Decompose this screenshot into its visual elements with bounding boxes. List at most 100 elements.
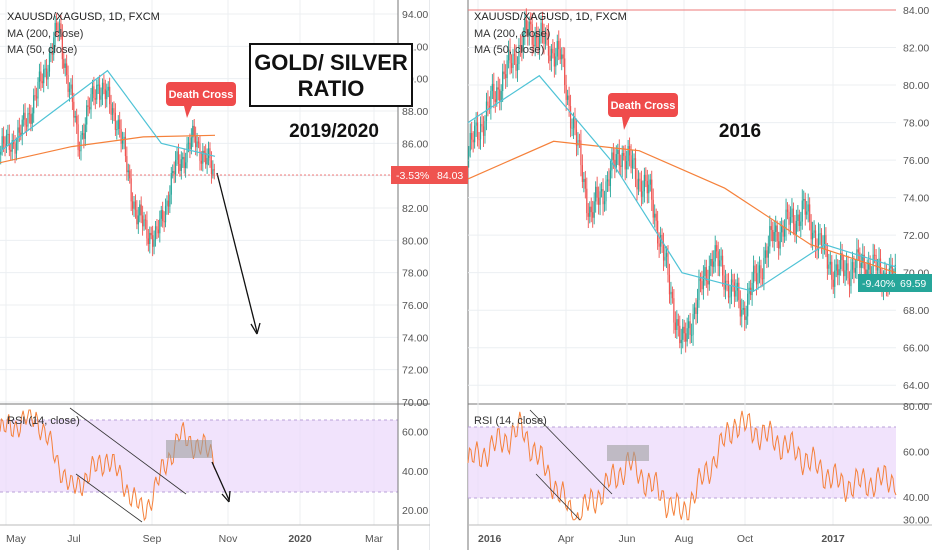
ma50-line-right [467, 74, 897, 293]
price-tick-label: 76.00 [903, 155, 929, 167]
candle-body [475, 122, 477, 126]
candle-body [147, 238, 149, 245]
candle-body [615, 154, 617, 168]
candle-body [111, 108, 114, 115]
candle-body [710, 258, 712, 266]
candle-body [503, 71, 505, 75]
price-tick-label: 84.00 [903, 5, 929, 17]
candle-body [826, 249, 828, 269]
candle-body [162, 210, 164, 221]
candle-body [64, 63, 66, 68]
candle-body [505, 74, 507, 79]
candle-body [869, 262, 871, 275]
price-tick-label: 88.00 [402, 106, 428, 118]
rsi-axis-left: 60.00 40.00 20.00 [402, 427, 428, 518]
legend-title-left: XAUUSD/XAGUSD, 1D, FXCM [7, 11, 160, 23]
candle-body [598, 197, 600, 205]
time-tick-label: Apr [558, 533, 575, 545]
candle-body [76, 116, 78, 125]
candle-body [605, 181, 607, 202]
price-axis-right: 84.0082.0080.0078.0076.0074.0072.0070.00… [903, 5, 929, 392]
candle-body [541, 22, 544, 35]
rsi-arrow-left [211, 461, 230, 501]
time-tick-label: Oct [737, 533, 753, 545]
candle-body [813, 230, 815, 233]
candle-body [212, 169, 214, 175]
candle-body [696, 300, 699, 315]
candle-body [832, 279, 834, 287]
candle-body [801, 200, 803, 222]
candle-body [1, 136, 3, 150]
candle-body [857, 249, 859, 253]
candle-body [51, 52, 53, 55]
candle-body [807, 204, 809, 212]
candle-body [623, 152, 625, 156]
candle-body [640, 181, 643, 197]
rsi-band-right [468, 427, 896, 498]
candle-body [782, 226, 784, 237]
candle-body [4, 143, 6, 148]
price-tick-label: 78.00 [402, 268, 428, 280]
candle-body [100, 95, 102, 100]
candle-body [34, 95, 36, 97]
candle-body [124, 136, 127, 157]
candle-body [758, 265, 761, 273]
price-tick-label: 74.00 [402, 332, 428, 344]
price-label-left: -3.53% 84.03 [391, 166, 468, 184]
candle-body [844, 270, 846, 277]
candle-body [738, 282, 740, 301]
candle-body [109, 86, 111, 105]
candle-body [658, 243, 660, 247]
candle-body [878, 258, 880, 268]
candle-body [164, 205, 167, 223]
legend-ma200-right: MA (200, close) [474, 28, 550, 40]
candle-body [20, 132, 22, 136]
candle-body [160, 210, 162, 219]
candle-body [810, 221, 812, 240]
candle-body [18, 127, 20, 133]
candle-body [107, 86, 109, 91]
candle-body [589, 206, 591, 217]
candle-body [103, 82, 105, 90]
candle-body [739, 300, 741, 317]
price-value-left: 84.03 [437, 170, 463, 182]
rsi-trendline-lower-left [75, 473, 143, 523]
legend-ma200-left: MA (200, close) [7, 28, 83, 40]
candle-body [519, 45, 521, 47]
panel-right [430, 0, 897, 550]
candle-body [10, 149, 12, 152]
candle-body [481, 123, 483, 127]
candle-body [677, 319, 679, 326]
candle-body [670, 291, 672, 295]
candle-body [534, 32, 536, 47]
candle-body [698, 278, 700, 301]
rsi-axis-right: 80.00 60.00 40.00 30.00 [903, 401, 929, 527]
candle-body [31, 113, 33, 124]
candle-body [166, 200, 168, 206]
candle-body [713, 261, 715, 267]
candle-body [894, 264, 896, 277]
candle-body [556, 40, 558, 57]
candle-body [562, 54, 564, 59]
candle-body [210, 160, 213, 175]
candle-body [169, 194, 171, 207]
candle-body [772, 229, 774, 242]
candle-body [645, 174, 647, 181]
candle-body [757, 272, 759, 285]
candle-body [71, 84, 73, 102]
candle-body [646, 180, 648, 194]
candle-body [186, 143, 188, 163]
candle-body [116, 129, 118, 131]
candle-body [674, 322, 676, 330]
candle-body [732, 279, 734, 283]
candle-body [494, 99, 496, 102]
candle-body [649, 179, 651, 185]
candle-body [474, 125, 476, 143]
candle-body [133, 201, 135, 209]
candle-body [714, 245, 716, 262]
candle-body [841, 252, 843, 261]
candle-body [618, 149, 620, 166]
candle-body [630, 155, 632, 169]
candle-body [121, 139, 124, 144]
price-tick-label: 86.00 [402, 138, 428, 150]
